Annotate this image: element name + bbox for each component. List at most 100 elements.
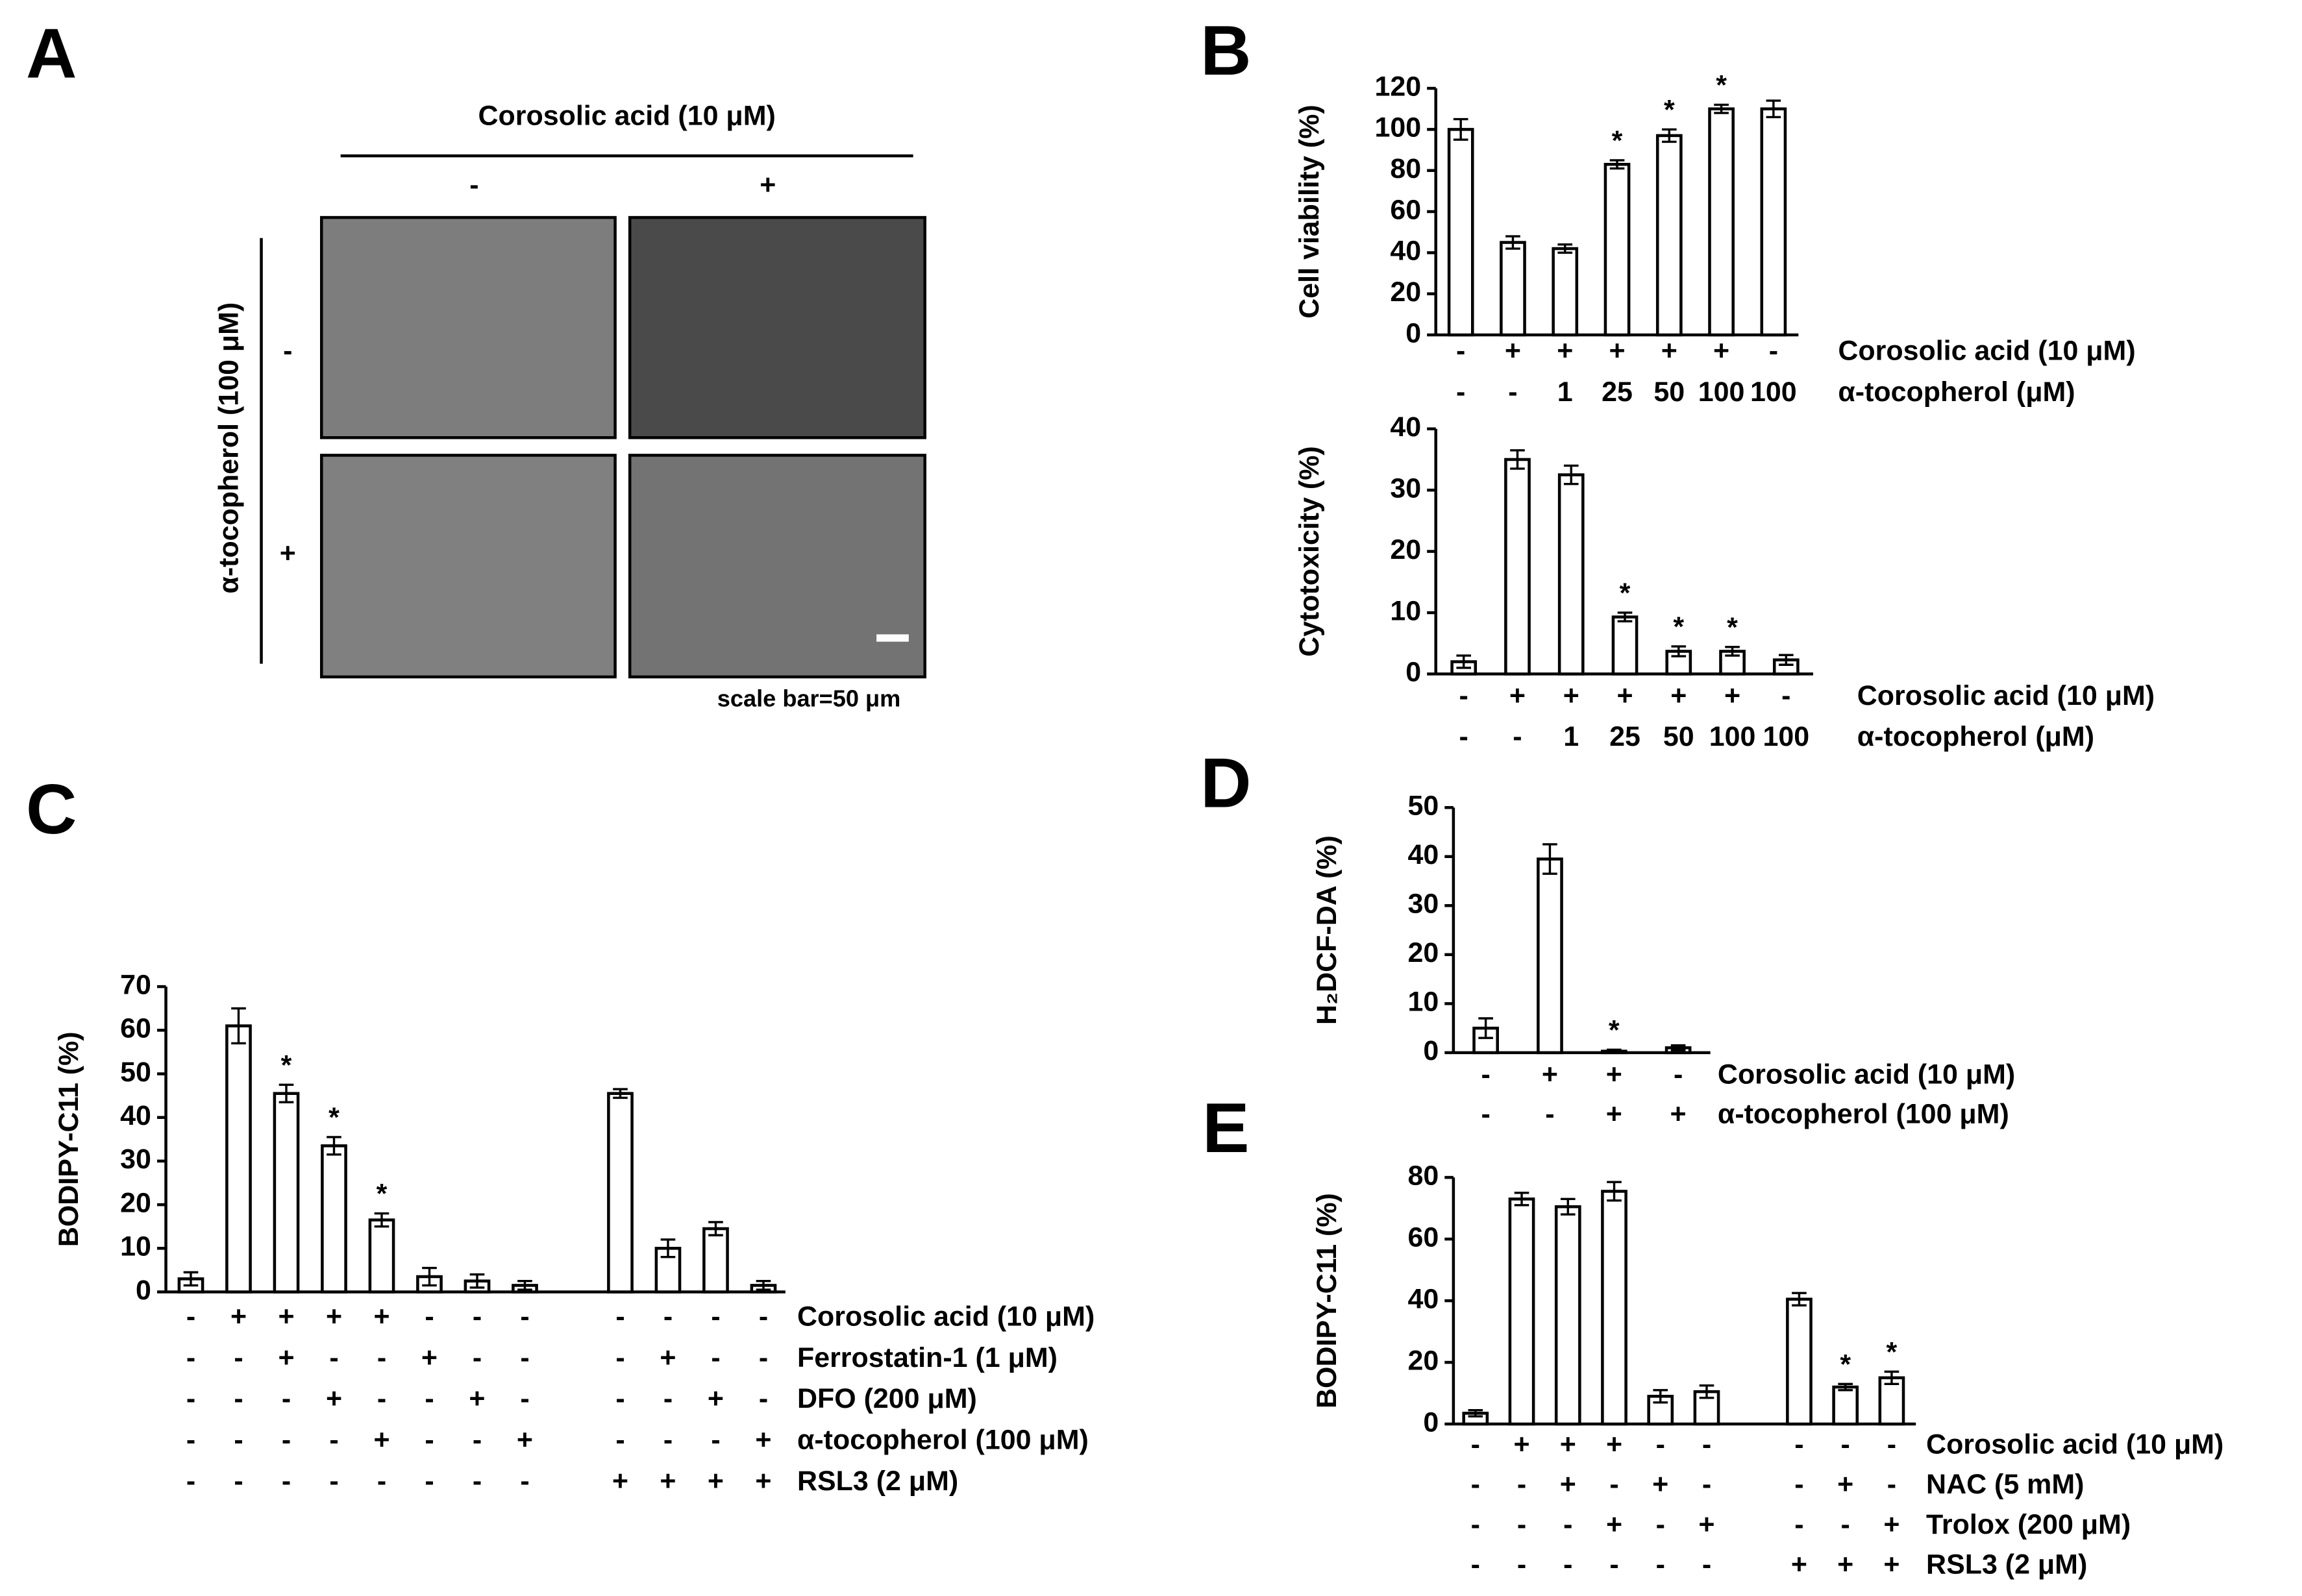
- condition-label: Trolox (200 μM): [1926, 1509, 2131, 1540]
- condition-value: +: [612, 1466, 628, 1497]
- condition-value: -: [473, 1466, 482, 1497]
- bar: [1537, 857, 1563, 1055]
- y-tick-label: 20: [1407, 1345, 1439, 1376]
- condition-value: +: [1652, 1469, 1668, 1500]
- error-bar: [1468, 1408, 1483, 1418]
- condition-value: -: [186, 1425, 195, 1456]
- condition-value: +: [660, 1466, 676, 1497]
- bar: [1611, 615, 1639, 676]
- bar: [607, 1092, 634, 1294]
- condition-value: +: [230, 1301, 247, 1332]
- significance: *: [1612, 125, 1623, 156]
- condition-value: -: [1656, 1509, 1665, 1540]
- condition-value: +: [1606, 1509, 1622, 1540]
- condition-label: α-tocopherol (μM): [1838, 376, 2075, 408]
- condition-value: -: [1517, 1509, 1526, 1540]
- y-tick-label: 10: [120, 1231, 151, 1262]
- error-bar: [374, 1212, 390, 1228]
- condition-value: -: [234, 1383, 243, 1414]
- row-level: -: [283, 335, 292, 366]
- y-tick-label: 70: [120, 969, 151, 1000]
- y-tick-label: 60: [1407, 1222, 1439, 1253]
- significance: *: [1609, 1015, 1620, 1046]
- condition-value: -: [186, 1466, 195, 1497]
- error-bar: [1670, 1044, 1686, 1051]
- significance: *: [1620, 578, 1631, 609]
- condition-value: -: [473, 1342, 482, 1373]
- column-header: Corosolic acid (10 μM): [478, 101, 776, 132]
- condition-value: -: [663, 1383, 673, 1414]
- condition-value: -: [1781, 680, 1790, 711]
- condition-value: -: [186, 1383, 195, 1414]
- micrograph: [628, 454, 926, 679]
- condition-value: -: [1609, 1469, 1618, 1500]
- condition-value: -: [1841, 1509, 1850, 1540]
- y-tick-label: 120: [1374, 71, 1421, 102]
- condition-value: +: [1513, 1429, 1529, 1460]
- significance: *: [281, 1050, 292, 1081]
- condition-value: +: [1560, 1469, 1576, 1500]
- y-axis-label: H₂DCF-DA (%): [1311, 835, 1343, 1025]
- condition-value: +: [373, 1425, 390, 1456]
- condition-value: +: [469, 1383, 485, 1414]
- condition-value: -: [711, 1342, 720, 1373]
- bar: [1760, 107, 1787, 337]
- condition-value: -: [1794, 1509, 1803, 1540]
- error-bar: [1505, 235, 1520, 250]
- y-tick-label: 20: [1407, 937, 1439, 968]
- condition-value: -: [282, 1466, 291, 1497]
- condition-value: -: [615, 1301, 625, 1332]
- error-bar: [756, 1279, 771, 1291]
- condition-value: -: [520, 1301, 529, 1332]
- micrograph: [320, 454, 617, 679]
- bar: [702, 1227, 729, 1294]
- condition-value: -: [1794, 1469, 1803, 1500]
- significance: *: [1887, 1336, 1898, 1368]
- condition-value: -: [186, 1342, 195, 1373]
- y-tick-label: 20: [120, 1187, 151, 1218]
- y-tick-label: 20: [1390, 534, 1421, 565]
- condition-value: -: [234, 1466, 243, 1497]
- y-tick-label: 40: [1407, 839, 1439, 870]
- condition-value: 100: [1698, 376, 1745, 408]
- y-tick-label: 30: [1390, 473, 1421, 504]
- error-bar: [708, 1221, 723, 1236]
- condition-value: +: [1791, 1549, 1807, 1580]
- y-tick-label: 0: [1405, 657, 1421, 688]
- y-axis-label: Cell viability (%): [1294, 104, 1325, 318]
- error-bar: [231, 1007, 246, 1045]
- error-bar: [1478, 1017, 1493, 1039]
- condition-value: -: [282, 1425, 291, 1456]
- significance: *: [1664, 95, 1675, 126]
- condition-value: -: [1471, 1429, 1480, 1460]
- error-bar: [1792, 1292, 1807, 1307]
- condition-value: -: [1702, 1429, 1711, 1460]
- condition-value: -: [759, 1383, 768, 1414]
- y-axis-label: BODIPY-C11 (%): [1311, 1193, 1343, 1408]
- significance: *: [328, 1102, 340, 1133]
- condition-value: -: [1887, 1469, 1896, 1500]
- significance: *: [1840, 1349, 1851, 1380]
- error-bar: [1671, 645, 1687, 657]
- condition-value: +: [1557, 335, 1573, 366]
- condition-value: -: [663, 1425, 673, 1456]
- bar: [225, 1024, 252, 1294]
- condition-label: Corosolic acid (10 μM): [1857, 680, 2155, 711]
- condition-value: 1: [1563, 721, 1579, 752]
- panel-label: A: [26, 15, 77, 93]
- bar: [1786, 1297, 1813, 1426]
- condition-label: Corosolic acid (10 μM): [1926, 1429, 2223, 1460]
- condition-value: 1: [1557, 376, 1573, 408]
- condition-value: -: [329, 1342, 338, 1373]
- panel-label: D: [1200, 744, 1251, 822]
- error-bar: [422, 1266, 437, 1287]
- error-bar: [327, 1136, 341, 1156]
- error-bar: [469, 1273, 485, 1289]
- row-level: +: [280, 538, 296, 569]
- y-tick-label: 40: [1407, 1283, 1439, 1314]
- condition-value: +: [1616, 680, 1633, 711]
- condition-value: -: [1459, 680, 1468, 711]
- bar: [1504, 458, 1531, 676]
- micrograph: [320, 215, 617, 439]
- condition-value: -: [520, 1342, 529, 1373]
